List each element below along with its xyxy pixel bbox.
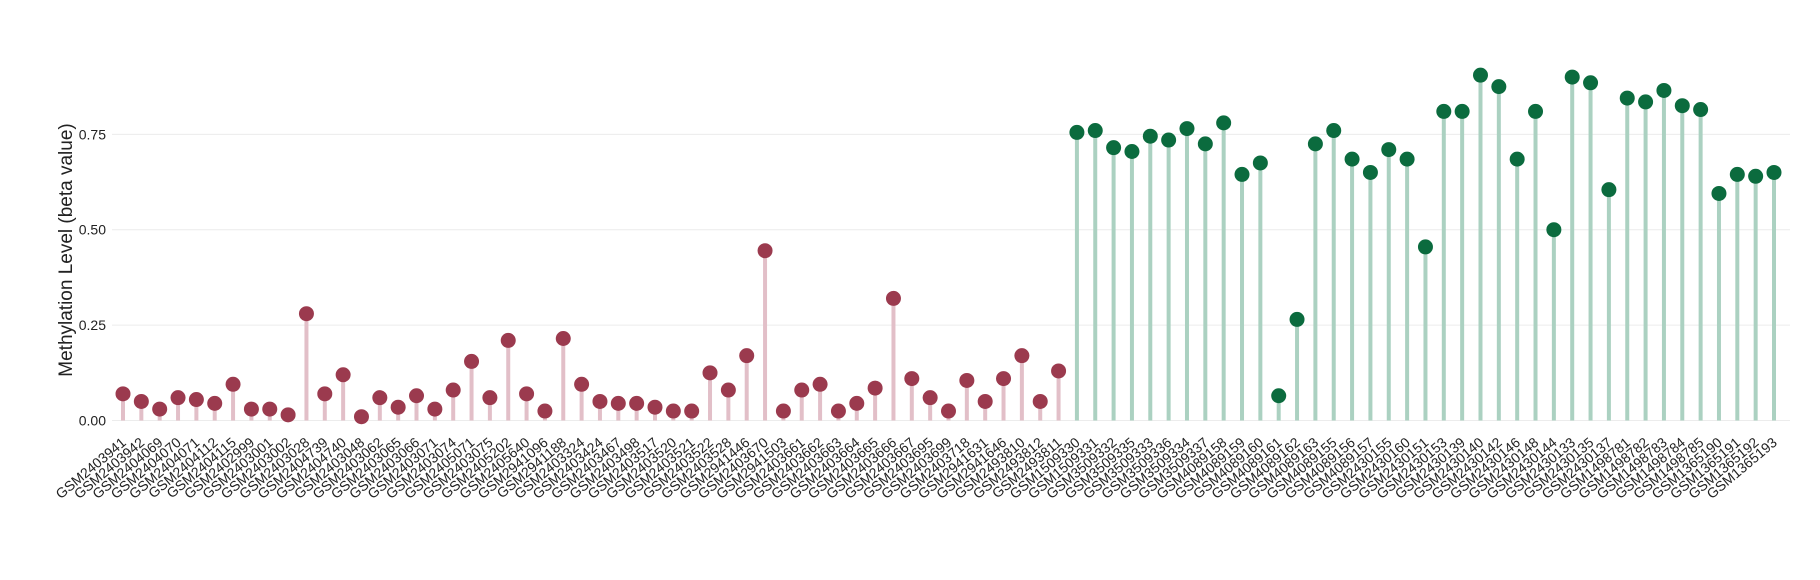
y-tick-label: 0.50	[79, 222, 106, 238]
dot	[665, 403, 681, 419]
dot	[1436, 103, 1452, 119]
dot	[335, 367, 351, 383]
dot	[500, 332, 516, 348]
dot	[812, 376, 828, 392]
dot	[1674, 98, 1690, 114]
dot	[1142, 128, 1158, 144]
dot	[1472, 67, 1488, 83]
dot	[996, 371, 1012, 387]
dot	[647, 399, 663, 415]
dot	[1399, 151, 1415, 167]
dot	[243, 401, 259, 417]
dot	[1051, 363, 1067, 379]
dot	[280, 407, 296, 423]
dot	[445, 382, 461, 398]
dot	[830, 403, 846, 419]
dot	[1564, 69, 1580, 85]
dot	[702, 365, 718, 381]
dot	[1362, 164, 1378, 180]
dot	[1417, 239, 1433, 255]
dot	[959, 372, 975, 388]
dot	[298, 306, 314, 322]
dot	[317, 386, 333, 402]
dot	[849, 395, 865, 411]
dot	[1197, 136, 1213, 152]
dot	[867, 380, 883, 396]
dot	[757, 243, 773, 259]
y-tick-label: 0.00	[79, 413, 106, 429]
dot	[353, 409, 369, 425]
dot	[188, 392, 204, 408]
dot	[152, 401, 168, 417]
dot	[170, 390, 186, 406]
dot	[1234, 166, 1250, 182]
dot	[1014, 348, 1030, 364]
dot	[1509, 151, 1525, 167]
dot	[941, 403, 956, 419]
dot	[1638, 94, 1654, 110]
dot	[207, 395, 223, 411]
dot	[537, 403, 553, 419]
dot	[1528, 103, 1544, 119]
dot	[629, 395, 645, 411]
dot	[610, 395, 626, 411]
dot	[427, 401, 443, 417]
dot	[1326, 123, 1342, 139]
dot	[1069, 124, 1085, 140]
dot	[1216, 115, 1232, 131]
dot	[519, 386, 535, 402]
dot	[1289, 311, 1305, 327]
dot	[1381, 142, 1397, 158]
dot	[372, 390, 388, 406]
dot	[409, 388, 425, 404]
dot	[464, 353, 480, 369]
dot	[1656, 82, 1672, 98]
dot	[592, 393, 608, 409]
dot	[115, 386, 131, 402]
dot	[1491, 79, 1507, 95]
y-tick-label: 0.75	[79, 126, 106, 142]
dot	[574, 376, 590, 392]
dot	[1087, 123, 1103, 139]
dot	[1307, 136, 1323, 152]
dot	[885, 290, 901, 306]
dot	[1032, 393, 1048, 409]
y-axis-title: Methylation Level (beta value)	[56, 123, 77, 376]
dot	[1124, 144, 1140, 159]
dot	[1106, 140, 1122, 156]
dot	[1454, 103, 1470, 119]
dot	[1693, 102, 1709, 118]
dot	[1161, 132, 1177, 148]
dot	[1179, 121, 1195, 137]
dot	[977, 393, 993, 409]
dot	[1271, 388, 1287, 404]
dot	[739, 348, 755, 364]
dot	[922, 390, 938, 406]
dot	[225, 376, 241, 392]
dot	[1711, 185, 1727, 201]
dot	[133, 393, 149, 409]
dot	[1252, 155, 1268, 171]
dot	[1619, 90, 1635, 106]
dot	[1729, 166, 1745, 182]
dot	[904, 371, 920, 387]
y-tick-label: 0.25	[79, 317, 106, 333]
dot	[775, 403, 791, 419]
dot	[262, 401, 278, 417]
dot	[1344, 151, 1360, 167]
dot	[794, 382, 810, 398]
dot	[390, 399, 406, 415]
dot	[1601, 182, 1617, 198]
dot	[720, 382, 736, 398]
dot	[555, 331, 571, 346]
dot	[684, 403, 700, 419]
dot	[482, 390, 498, 406]
dot	[1748, 168, 1764, 184]
dot	[1546, 222, 1562, 238]
dot	[1766, 164, 1782, 180]
dot	[1583, 75, 1599, 91]
